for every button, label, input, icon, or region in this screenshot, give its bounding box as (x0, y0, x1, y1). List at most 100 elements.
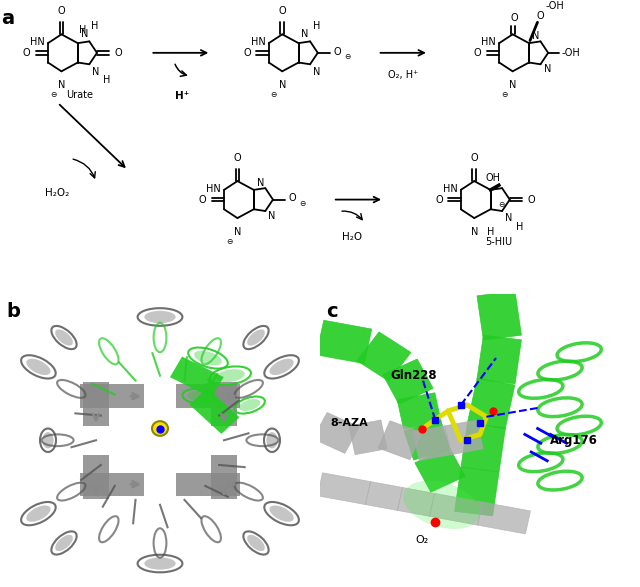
Text: -OH: -OH (561, 48, 580, 58)
Text: ⊖: ⊖ (344, 52, 351, 61)
Text: O: O (474, 48, 481, 58)
Text: ⊖: ⊖ (501, 90, 508, 99)
Text: O: O (199, 194, 206, 205)
Polygon shape (83, 455, 109, 499)
Text: N: N (234, 227, 241, 237)
Text: 5-HIU: 5-HIU (486, 237, 513, 247)
Ellipse shape (247, 535, 265, 551)
Ellipse shape (269, 359, 294, 375)
Polygon shape (80, 473, 144, 496)
Text: H₂O₂: H₂O₂ (45, 188, 70, 198)
Polygon shape (357, 332, 411, 382)
Ellipse shape (269, 505, 294, 522)
Polygon shape (211, 455, 237, 499)
Polygon shape (454, 467, 499, 516)
Text: HN: HN (443, 184, 458, 194)
Text: N: N (58, 80, 65, 90)
Polygon shape (468, 378, 515, 429)
Text: N: N (509, 80, 516, 90)
Polygon shape (383, 359, 433, 404)
Text: N: N (301, 29, 309, 39)
Polygon shape (397, 393, 441, 429)
Polygon shape (477, 291, 522, 340)
Text: N: N (506, 214, 513, 224)
Polygon shape (316, 321, 372, 363)
Ellipse shape (55, 535, 73, 551)
Text: O: O (23, 48, 30, 58)
Text: N: N (81, 29, 88, 39)
Text: N: N (532, 31, 540, 41)
Polygon shape (317, 473, 371, 505)
Text: H⁺: H⁺ (175, 91, 189, 101)
Ellipse shape (26, 505, 51, 522)
Text: -OH: -OH (545, 1, 564, 11)
Ellipse shape (55, 329, 73, 346)
Polygon shape (365, 481, 403, 511)
Text: N: N (269, 211, 276, 221)
Ellipse shape (247, 329, 265, 346)
Text: ⊖: ⊖ (226, 237, 232, 246)
Text: H₂O: H₂O (342, 232, 362, 242)
Text: c: c (326, 302, 338, 321)
Ellipse shape (266, 432, 278, 448)
Text: N: N (470, 227, 478, 237)
Text: O: O (115, 48, 122, 58)
Text: ⊖: ⊖ (499, 201, 504, 210)
Text: N: N (257, 178, 264, 188)
Text: N: N (93, 67, 100, 77)
Text: O₂: O₂ (416, 535, 429, 545)
Polygon shape (176, 473, 240, 496)
Text: O: O (289, 193, 296, 204)
Text: O: O (234, 153, 241, 163)
Text: N: N (278, 80, 286, 90)
Text: ⊖: ⊖ (300, 198, 306, 208)
Text: HN: HN (30, 37, 45, 47)
Polygon shape (413, 426, 451, 461)
Ellipse shape (239, 399, 260, 411)
Ellipse shape (194, 350, 222, 366)
Polygon shape (477, 502, 531, 534)
Text: O: O (333, 46, 341, 57)
Text: O: O (536, 11, 544, 21)
Polygon shape (189, 388, 239, 434)
Text: b: b (6, 302, 20, 321)
Polygon shape (378, 421, 422, 460)
Text: H: H (487, 227, 495, 237)
Text: H: H (313, 21, 320, 31)
Polygon shape (83, 382, 109, 426)
Text: O: O (58, 6, 65, 16)
Text: H: H (79, 25, 86, 35)
Polygon shape (445, 420, 483, 455)
Text: 8-AZA: 8-AZA (330, 417, 368, 428)
Ellipse shape (216, 369, 244, 382)
Polygon shape (415, 447, 465, 492)
Circle shape (152, 421, 168, 436)
Text: HN: HN (251, 37, 266, 47)
Text: H: H (516, 222, 524, 232)
Text: H: H (91, 21, 98, 31)
Text: N: N (544, 65, 551, 75)
Text: Arg176: Arg176 (550, 434, 598, 447)
Text: O: O (470, 153, 478, 163)
Ellipse shape (26, 359, 51, 375)
Text: OH: OH (486, 173, 501, 183)
Polygon shape (461, 423, 506, 472)
Ellipse shape (145, 311, 175, 323)
Text: N: N (314, 67, 321, 77)
Text: ⊖: ⊖ (271, 90, 277, 99)
Text: O: O (436, 194, 443, 205)
Polygon shape (349, 420, 387, 455)
Polygon shape (170, 356, 223, 398)
Polygon shape (176, 384, 240, 408)
Ellipse shape (403, 481, 480, 529)
Polygon shape (397, 487, 435, 517)
Text: O₂, H⁺: O₂, H⁺ (388, 70, 419, 80)
Text: ⊖: ⊖ (50, 90, 56, 99)
Polygon shape (313, 413, 359, 453)
Text: HN: HN (481, 37, 496, 47)
Polygon shape (477, 335, 522, 384)
Text: O: O (510, 12, 518, 23)
Text: a: a (1, 9, 15, 28)
Ellipse shape (188, 391, 209, 402)
Text: O: O (244, 48, 251, 58)
